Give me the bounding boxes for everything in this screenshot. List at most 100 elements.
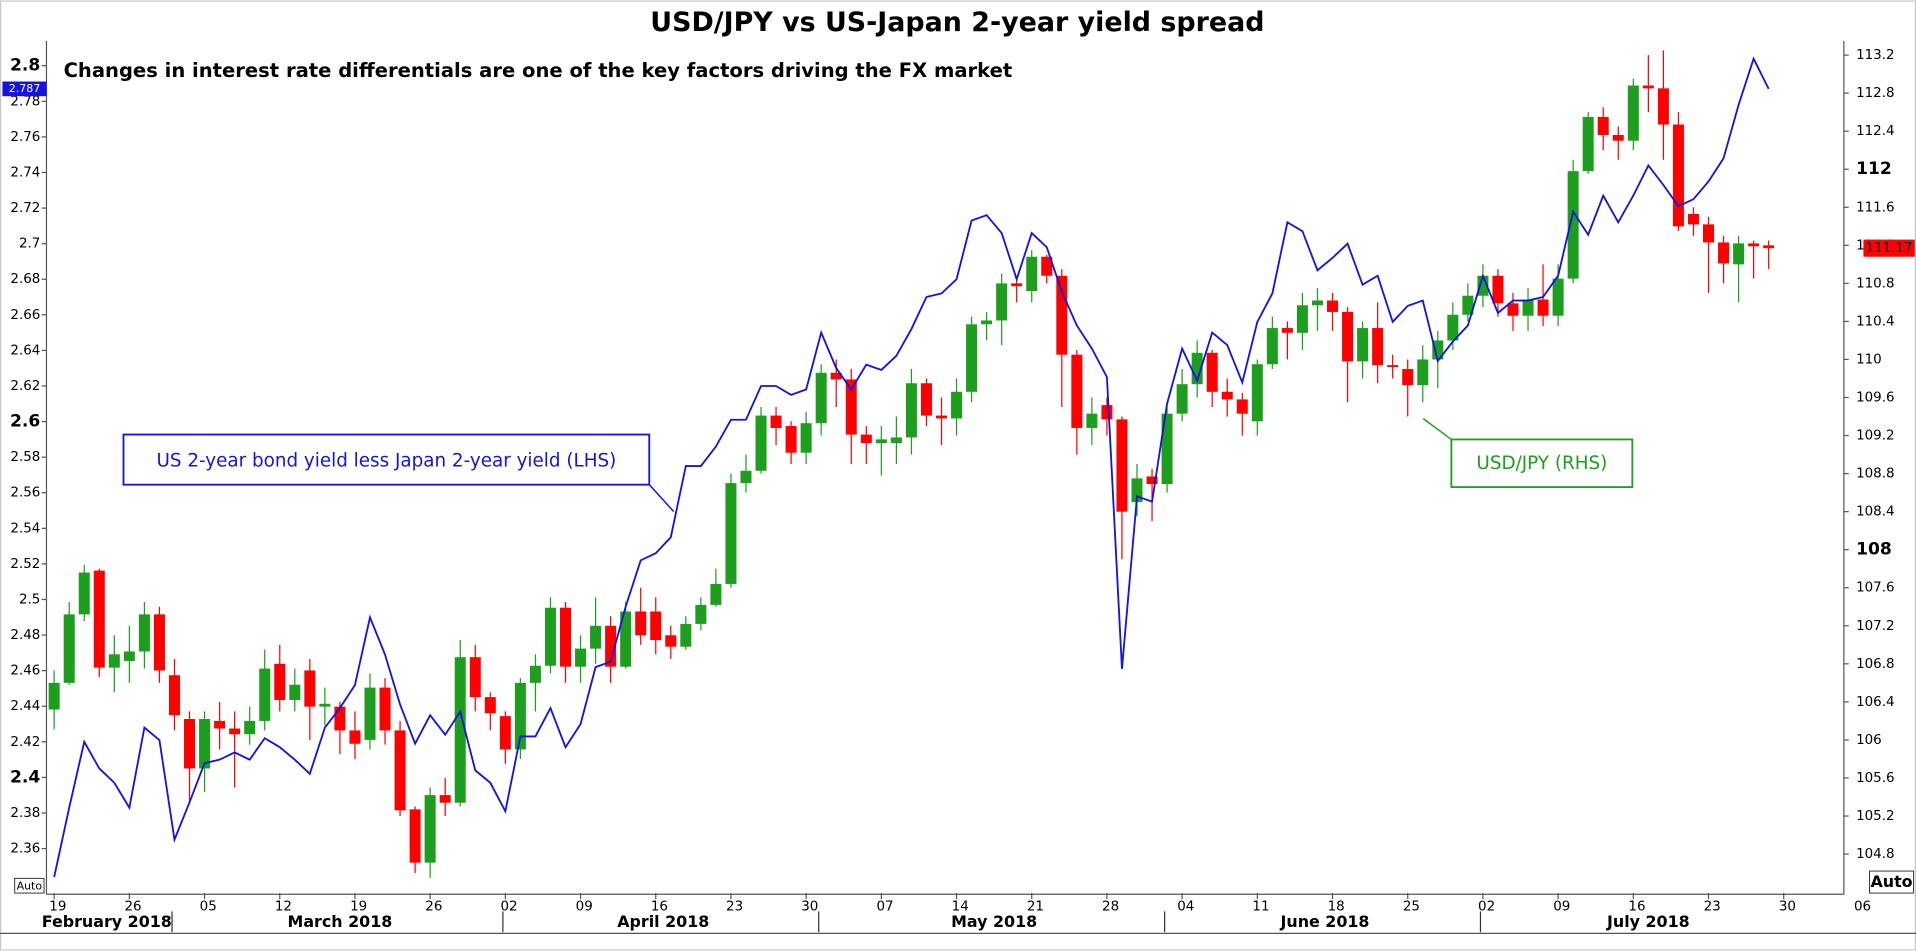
candle-body (1462, 295, 1474, 315)
candle-body (349, 730, 361, 744)
x-tick-label: 19 (49, 900, 66, 915)
y-tick-label: 2.62 (10, 379, 40, 394)
candle-body (1221, 391, 1233, 400)
auto-button[interactable] (1869, 870, 1915, 894)
candle-body (168, 675, 180, 716)
candle-body (424, 795, 436, 863)
candle-body (123, 651, 135, 661)
candle-body (1552, 278, 1564, 316)
candle-body (981, 320, 993, 325)
x-tick-label: 30 (1779, 900, 1796, 915)
auto-button-label[interactable]: Auto (1870, 872, 1912, 891)
x-tick-label: 16 (1628, 900, 1645, 915)
y2-tick-label: 108.4 (1856, 505, 1894, 520)
y-tick-label: 2.56 (10, 486, 40, 501)
candle-body (830, 372, 842, 380)
candle-body (800, 423, 812, 453)
x-tick-label: 19 (350, 900, 367, 915)
y-tick-label: 2.36 (10, 842, 40, 857)
candle-body (304, 670, 316, 707)
candle-body (680, 623, 692, 647)
y2-tick-label: 104.8 (1856, 847, 1894, 862)
candle-body (1101, 405, 1113, 420)
auto-button-label[interactable]: Auto (17, 879, 43, 892)
candle-body (845, 379, 857, 435)
last-price-label: 111.17 (1866, 241, 1913, 256)
annotation-box (1450, 438, 1634, 489)
last-price-tag (1863, 239, 1915, 257)
candle-body (1146, 476, 1158, 485)
y-tick-label: 2.58 (10, 450, 40, 465)
x-tick-label: 26 (124, 900, 141, 915)
candle-body (1687, 213, 1699, 225)
candle-body (544, 607, 556, 666)
candle-body (725, 483, 737, 584)
candle-body (454, 657, 466, 803)
x-tick-label: 23 (726, 900, 743, 915)
candle-body (469, 657, 481, 698)
candle-body (229, 728, 241, 735)
candle-body (1372, 328, 1384, 366)
y2-tick-label: 107.6 (1856, 581, 1894, 596)
candle-body (1567, 171, 1579, 279)
candle-body (78, 572, 90, 615)
candle-body (1357, 328, 1369, 362)
candle-body (1657, 88, 1669, 125)
last-value-label: 2.787 (9, 82, 41, 95)
y2-tick-label: 110 (1856, 352, 1882, 367)
candle-body (1612, 134, 1624, 141)
y-tick-label: 2.52 (10, 557, 40, 572)
candle-body (1507, 303, 1519, 316)
candle-body (560, 607, 572, 667)
candle-body (860, 434, 872, 444)
candle-body (394, 730, 406, 811)
candle-body (815, 372, 827, 424)
y2-tick-label: 112.8 (1856, 86, 1894, 101)
candle-body (1537, 299, 1549, 316)
y-tick-label: 2.4 (10, 767, 40, 787)
candle-body (138, 614, 150, 652)
candle-body (1417, 359, 1429, 386)
x-tick-label: 04 (1177, 900, 1194, 915)
y2-tick-label: 110.4 (1856, 314, 1894, 329)
candle-body (785, 426, 797, 453)
y2-tick-label: 110.8 (1856, 276, 1894, 291)
candle-body (334, 706, 346, 731)
x-tick-label: 02 (500, 900, 517, 915)
y-tick-label: 2.5 (19, 592, 40, 607)
candle-body (1763, 245, 1775, 249)
y2-tick-label: 107.2 (1856, 619, 1894, 634)
x-tick-label: 09 (1553, 900, 1570, 915)
candle-body (1477, 275, 1489, 296)
x-tick-label: 28 (1102, 900, 1119, 915)
candle-body (1071, 354, 1083, 428)
auto-button[interactable] (14, 877, 45, 894)
x-tick-label: 07 (876, 900, 893, 915)
candle-body (1056, 275, 1068, 355)
x-tick-label: 14 (952, 900, 969, 915)
candle-body (935, 415, 947, 419)
candle-body (1026, 256, 1038, 291)
candle-body (1522, 299, 1534, 316)
x-tick-label: 11 (1252, 900, 1269, 915)
x-tick-label: 26 (425, 900, 442, 915)
x-tick-label: 09 (576, 900, 593, 915)
candle-body (199, 718, 211, 769)
candle-body (153, 614, 165, 671)
chart-subtitle: Changes in interest rate differentials a… (64, 59, 1013, 82)
annotation-text: USD/JPY (RHS) (1476, 453, 1607, 474)
y-tick-label: 2.6 (10, 412, 40, 432)
candle-body (1131, 478, 1143, 503)
candle-body (1296, 305, 1308, 333)
month-label: March 2018 (288, 912, 393, 931)
x-tick-label: 05 (200, 900, 217, 915)
annotation-box (122, 433, 651, 486)
y-tick-label: 2.64 (10, 343, 40, 358)
candle-body (484, 697, 496, 714)
month-label: February 2018 (42, 912, 172, 931)
y-tick-label: 2.7 (19, 237, 40, 252)
y2-tick-label: 113.2 (1856, 48, 1894, 63)
month-label: June 2018 (1279, 912, 1369, 931)
candle-body (1342, 311, 1354, 362)
line-series (53, 56, 1770, 878)
